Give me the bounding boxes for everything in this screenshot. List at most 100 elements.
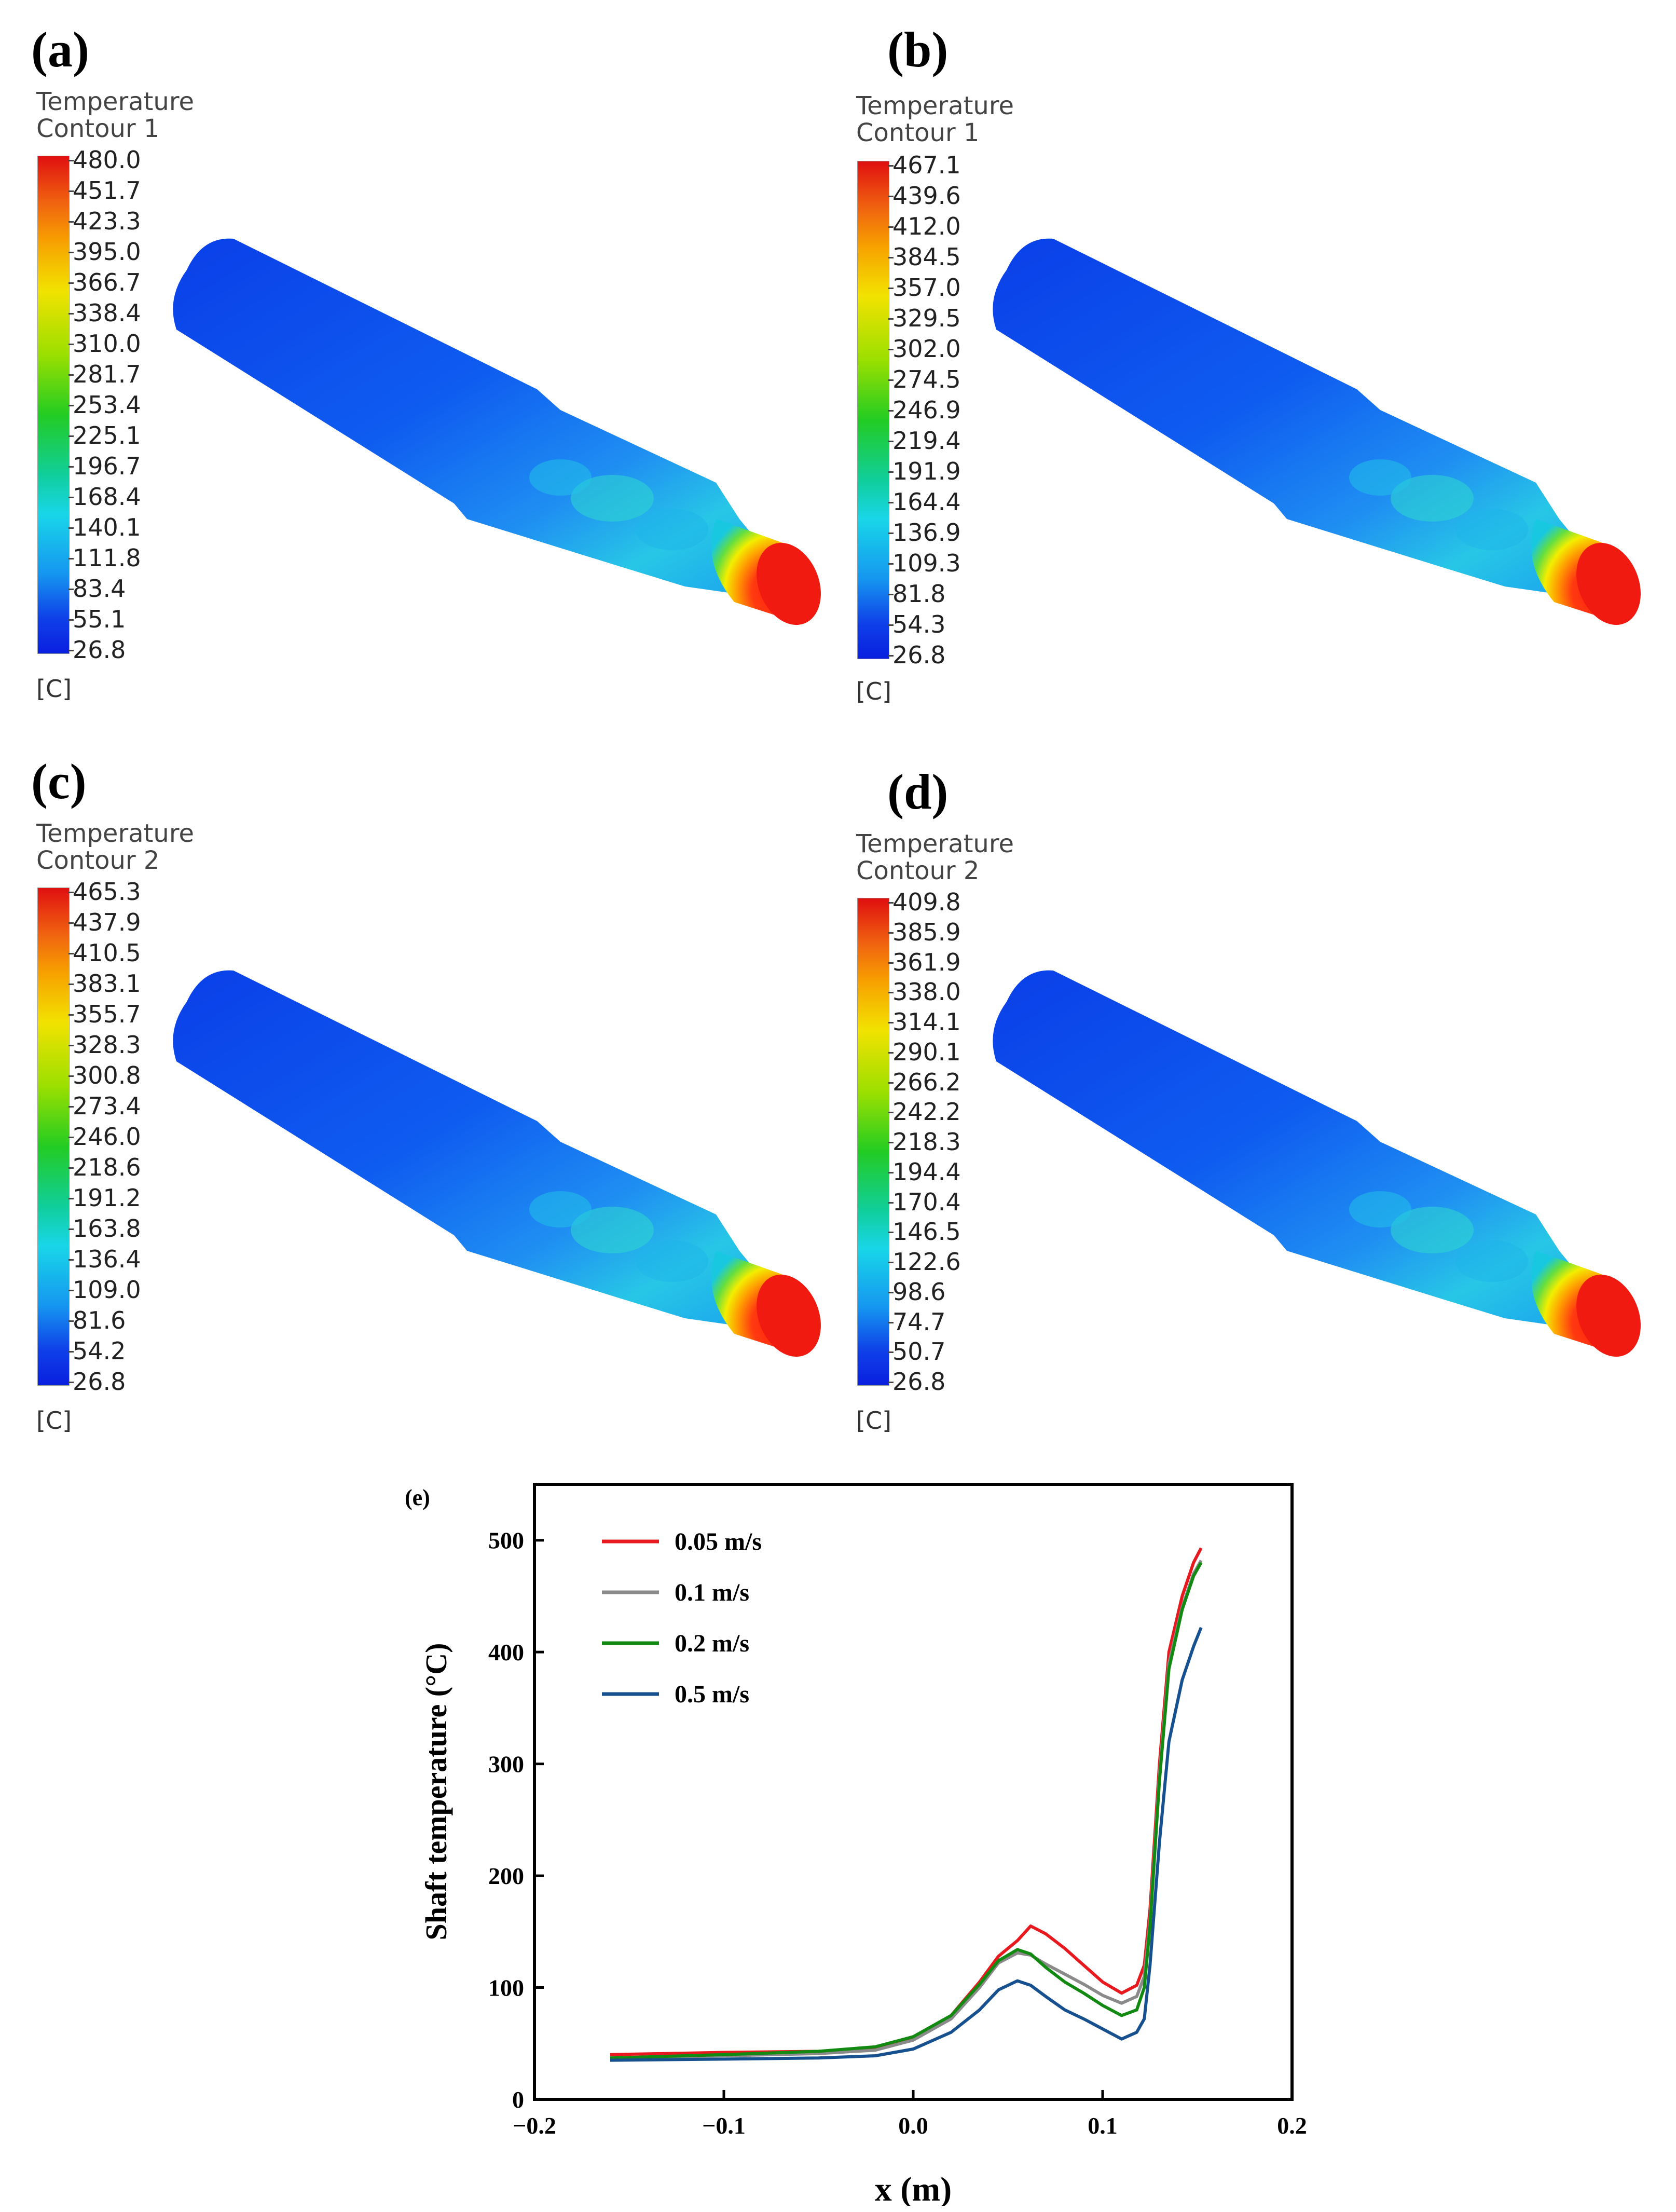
colorbar-tick-label: 300.8 [68, 1061, 141, 1089]
colorbar-tick-label: 451.7 [68, 176, 141, 204]
panel-letter: (c) [31, 754, 87, 809]
colorbar-tick-label: 74.7 [888, 1307, 946, 1336]
legend-label: 0.5 m/s [675, 1681, 749, 1708]
temperature-line-chart: (e) 0 100 200 300 400 500 −0.2 −0.1 0.0 0.1 0.2 0… [405, 1483, 1307, 2206]
legend-title-line: Temperature [856, 829, 1014, 858]
hot-spot [1455, 1240, 1528, 1282]
x-tick-label: −0.1 [702, 2112, 746, 2139]
colorbar-tick-label: 122.6 [888, 1248, 961, 1276]
hot-spot [1391, 1207, 1474, 1253]
legend-subtitle-line: Contour 1 [36, 114, 160, 143]
colorbar-tick-label: 26.8 [68, 636, 126, 664]
colorbar-tick-label: 383.1 [68, 970, 141, 998]
colorbar-tick-label: 168.4 [68, 483, 141, 511]
colorbar-tick-label: 314.1 [888, 1008, 961, 1036]
chart-legend: 0.05 m/s 0.1 m/s 0.2 m/s 0.5 m/s [602, 1528, 762, 1708]
hot-spot [1349, 459, 1411, 496]
plot-frame [533, 1483, 1294, 2101]
colorbar-tick-label: 423.3 [68, 207, 141, 235]
colorbar-tick-label: 140.1 [68, 513, 141, 541]
colorbar-tick-label: 465.3 [68, 878, 141, 906]
colorbar-unit: [C] [36, 1407, 72, 1435]
colorbar-tick-label: 170.4 [888, 1187, 961, 1216]
legend-subtitle-line: Contour 2 [36, 846, 160, 875]
colorbar-tick-label: 302.0 [888, 335, 961, 363]
colorbar-tick-label: 338.4 [68, 299, 141, 327]
colorbar-unit: [C] [856, 677, 892, 705]
legend-title: Temperature Contour 2 [856, 830, 1014, 884]
hot-spot [529, 1191, 592, 1227]
panel-letter: (a) [31, 22, 89, 77]
colorbar-tick-label: 361.9 [888, 948, 961, 976]
colorbar-ticks: 409.8 385.9 361.9 338.0 314.1 290.1 266.2 242.2… [888, 888, 1027, 1396]
colorbar-tick-label: 26.8 [68, 1368, 126, 1396]
colorbar-tick-label: 109.0 [68, 1276, 141, 1304]
y-tick-label: 100 [488, 1975, 524, 2001]
shaft-contour [993, 238, 1641, 625]
shaft-contour [993, 970, 1641, 1357]
colorbar-tick-label: 164.4 [888, 488, 961, 516]
shaft-contour [173, 238, 821, 625]
legend-title-line: Temperature [36, 87, 195, 116]
y-tick-label: 300 [488, 1751, 524, 1778]
legend-label: 0.1 m/s [675, 1579, 749, 1606]
colorbar-tick-label: 480.0 [68, 146, 141, 174]
y-tick-label: 200 [488, 1863, 524, 1889]
shaft-tip-face [1576, 542, 1641, 625]
colorbar-tick-label: 163.8 [68, 1214, 141, 1242]
legend-label: 0.2 m/s [675, 1630, 749, 1657]
colorbar-tick-label: 136.9 [888, 518, 961, 547]
shaft-tip-face [757, 1274, 821, 1357]
y-axis-label: Shaft temperature (°C) [419, 1643, 453, 1941]
legend-title: Temperature Contour 1 [36, 88, 194, 142]
panel-letter: (b) [887, 22, 949, 77]
colorbar-tick-label: 355.7 [68, 1000, 141, 1028]
hot-spot [636, 1240, 708, 1282]
hot-spot [529, 459, 592, 496]
y-tick-label: 0 [512, 2086, 524, 2113]
colorbar-ticks: 465.3 437.9 410.5 383.1 355.7 328.3 300.8 273.4… [68, 878, 208, 1396]
hot-spot [1391, 475, 1474, 522]
colorbar-tick-label: 385.9 [888, 918, 961, 946]
legend-subtitle-line: Contour 2 [856, 856, 980, 885]
colorbar-tick-label: 253.4 [68, 391, 141, 419]
series-lines [610, 1547, 1203, 2062]
colorbar-unit: [C] [856, 1407, 892, 1435]
colorbar-tick-label: 81.8 [888, 580, 946, 608]
colorbar-tick-label: 98.6 [888, 1277, 946, 1306]
legend-title-line: Temperature [856, 91, 1014, 120]
panel-c: (c) Temperature Contour 2 465.3 437.9 410.… [0, 732, 830, 1458]
series-line-0 [610, 1547, 1203, 2056]
colorbar-tick-label: 55.1 [68, 605, 126, 633]
colorbar-tick-label: 219.4 [888, 427, 961, 455]
x-axis-label: x (m) [875, 2170, 952, 2206]
colorbar-tick-label: 467.1 [888, 151, 961, 179]
colorbar-tick-label: 409.8 [888, 888, 961, 916]
hot-spot [636, 509, 708, 550]
colorbar-tick-label: 225.1 [68, 421, 141, 449]
chart-panel-label: (e) [405, 1485, 430, 1510]
panel-letter: (d) [887, 764, 949, 820]
x-tick-label: 0.1 [1088, 2112, 1118, 2139]
colorbar-tick-label: 242.2 [888, 1098, 961, 1126]
colorbar-tick-label: 26.8 [888, 641, 946, 669]
shaft-tip-face [1576, 1274, 1641, 1357]
colorbar-tick-label: 273.4 [68, 1092, 141, 1120]
colorbar-ticks: 467.1 439.6 412.0 384.5 357.0 329.5 302.0 274.5… [888, 151, 1027, 669]
y-tick-label: 500 [488, 1527, 524, 1554]
colorbar-tick-label: 338.0 [888, 978, 961, 1006]
legend-label: 0.05 m/s [675, 1528, 762, 1555]
colorbar-tick-label: 81.6 [68, 1306, 126, 1334]
colorbar-tick-label: 412.0 [888, 212, 961, 240]
shaft-tip-face [757, 542, 821, 625]
panel-b: (b) Temperature Contour 1 467.1 439.6 412.… [820, 0, 1650, 727]
colorbar-tick-label: 218.3 [888, 1128, 961, 1156]
colorbar-tick-label: 50.7 [888, 1337, 946, 1366]
colorbar [857, 161, 889, 659]
colorbar-tick-label: 26.8 [888, 1368, 946, 1396]
legend-title-line: Temperature [36, 819, 195, 848]
colorbar-tick-label: 109.3 [888, 549, 961, 577]
colorbar-tick-label: 191.9 [888, 457, 961, 485]
colorbar-tick-label: 290.1 [888, 1037, 961, 1066]
colorbar [857, 898, 889, 1386]
